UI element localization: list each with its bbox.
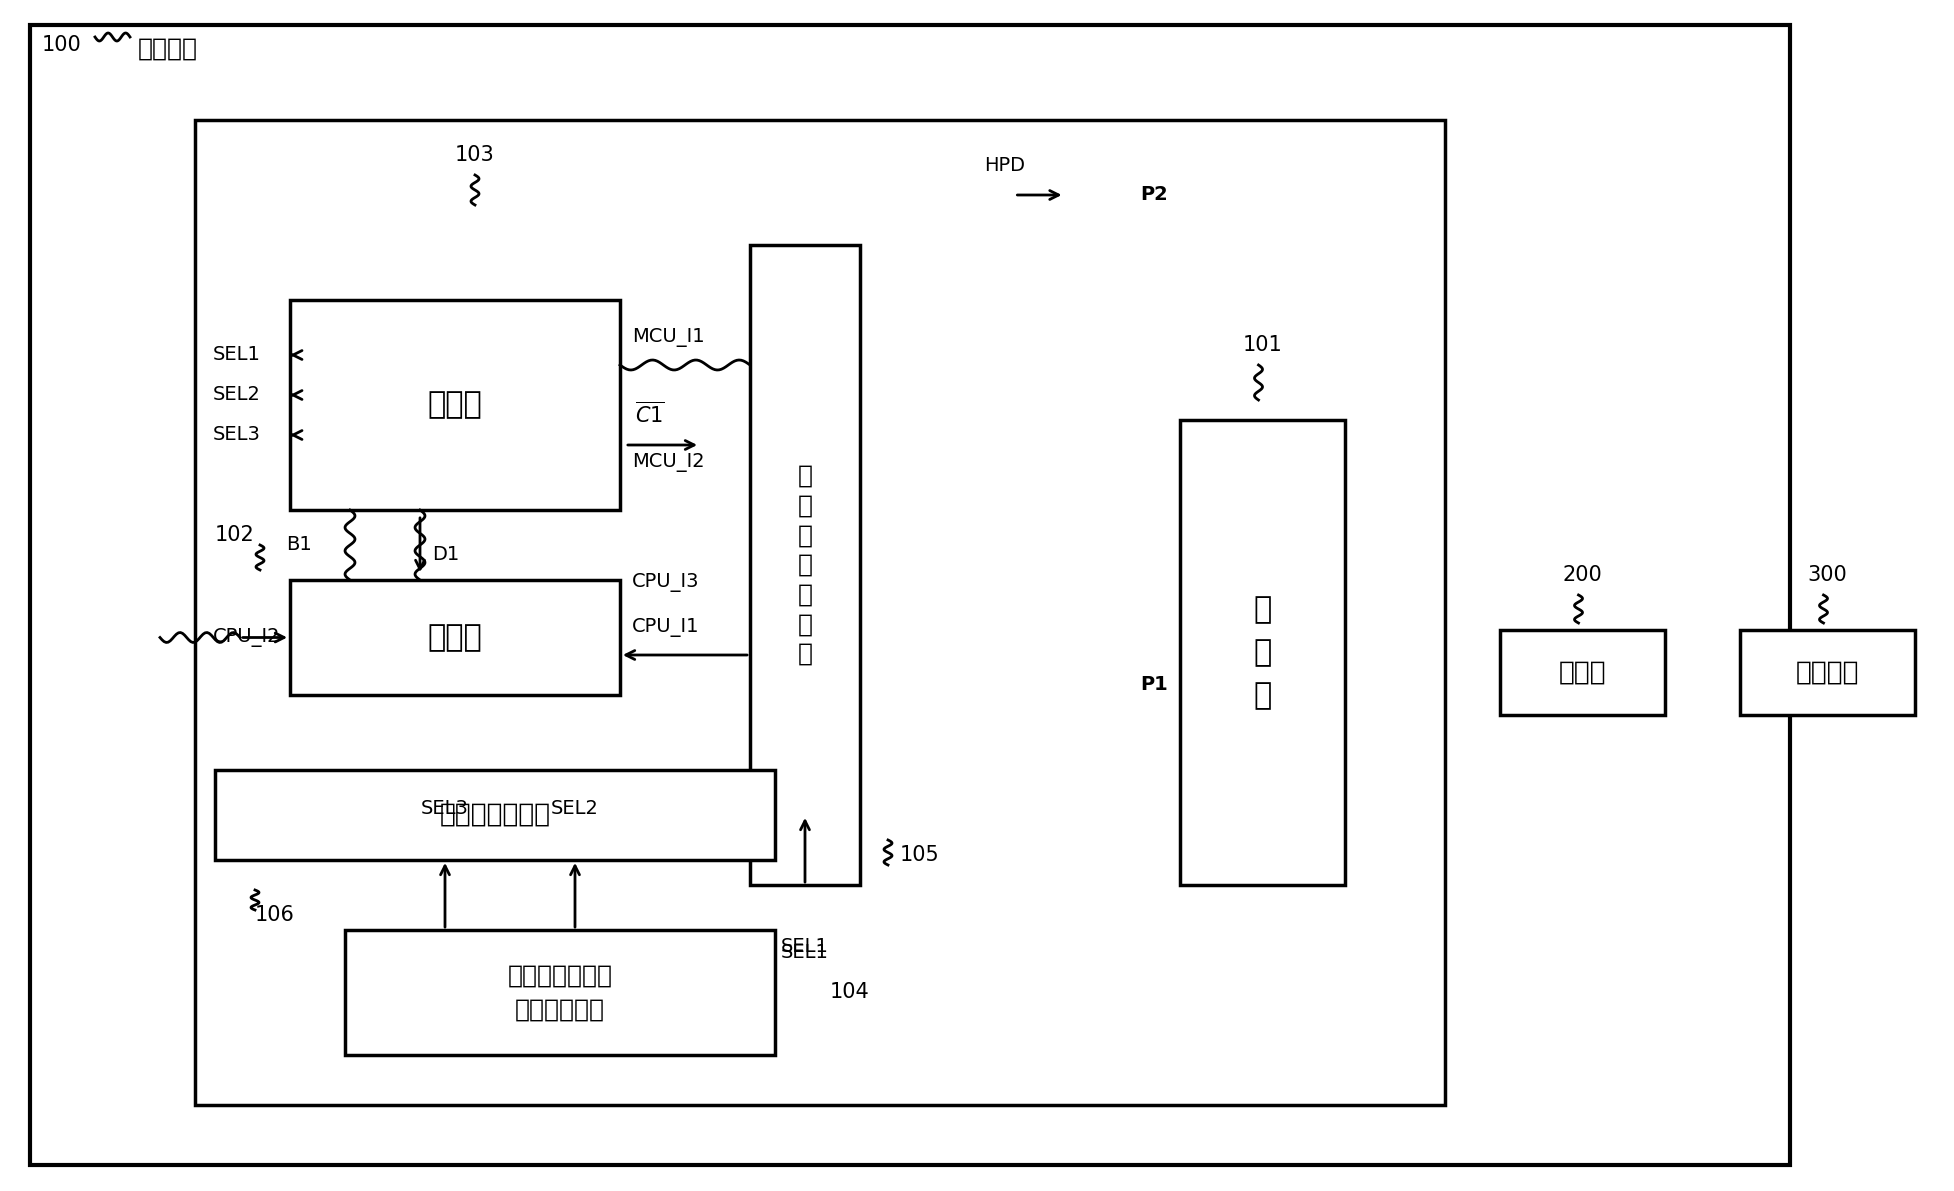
Text: HPD: HPD xyxy=(985,156,1026,175)
Text: SEL2: SEL2 xyxy=(551,798,600,817)
Text: MCU_I2: MCU_I2 xyxy=(631,453,705,472)
Text: $\overline{C1}$: $\overline{C1}$ xyxy=(635,401,664,428)
Text: SEL3: SEL3 xyxy=(213,425,262,444)
Text: SEL1: SEL1 xyxy=(213,345,262,364)
Bar xyxy=(289,580,619,696)
Text: 第
一
多
任
务
电
路: 第 一 多 任 务 电 路 xyxy=(797,464,813,666)
Text: 外部装置: 外部装置 xyxy=(1796,660,1860,686)
Text: 300: 300 xyxy=(1807,565,1847,585)
Text: CPU_I1: CPU_I1 xyxy=(631,618,700,637)
Text: 105: 105 xyxy=(901,844,940,865)
Bar xyxy=(1180,420,1344,885)
Text: 104: 104 xyxy=(830,983,870,1003)
Text: SEL1: SEL1 xyxy=(782,937,828,956)
Text: 101: 101 xyxy=(1243,335,1282,355)
Bar xyxy=(750,245,860,885)
Text: 处理器: 处理器 xyxy=(428,623,483,651)
Text: CPU_I3: CPU_I3 xyxy=(631,573,700,592)
Bar xyxy=(346,930,776,1055)
Text: 106: 106 xyxy=(256,905,295,925)
Text: CPU_I2: CPU_I2 xyxy=(213,628,281,647)
Text: 100: 100 xyxy=(41,35,82,55)
Bar xyxy=(215,771,776,860)
Text: SEL3: SEL3 xyxy=(420,798,469,817)
Text: SEL2: SEL2 xyxy=(213,386,262,405)
Text: 200: 200 xyxy=(1563,565,1602,585)
Text: 102: 102 xyxy=(215,525,254,545)
Text: 103: 103 xyxy=(455,145,494,166)
Text: 延伸显示能力识
别只读存储器: 延伸显示能力识 别只读存储器 xyxy=(508,964,612,1021)
Text: 传输线: 传输线 xyxy=(1559,660,1606,686)
Text: D1: D1 xyxy=(432,545,459,565)
Text: P1: P1 xyxy=(1141,675,1168,694)
Text: 第二多任务电路: 第二多任务电路 xyxy=(440,802,551,828)
Text: MCU_I1: MCU_I1 xyxy=(631,328,705,347)
Text: SEL1: SEL1 xyxy=(782,943,828,962)
Bar xyxy=(1501,630,1665,715)
Text: B1: B1 xyxy=(285,536,313,555)
Text: 连
接
器: 连 接 器 xyxy=(1253,596,1272,710)
Bar xyxy=(195,120,1446,1105)
Bar xyxy=(289,300,619,510)
Text: 电子装置: 电子装置 xyxy=(139,37,197,61)
Bar xyxy=(1739,630,1915,715)
Text: P2: P2 xyxy=(1141,186,1168,205)
Text: 控制器: 控制器 xyxy=(428,391,483,419)
